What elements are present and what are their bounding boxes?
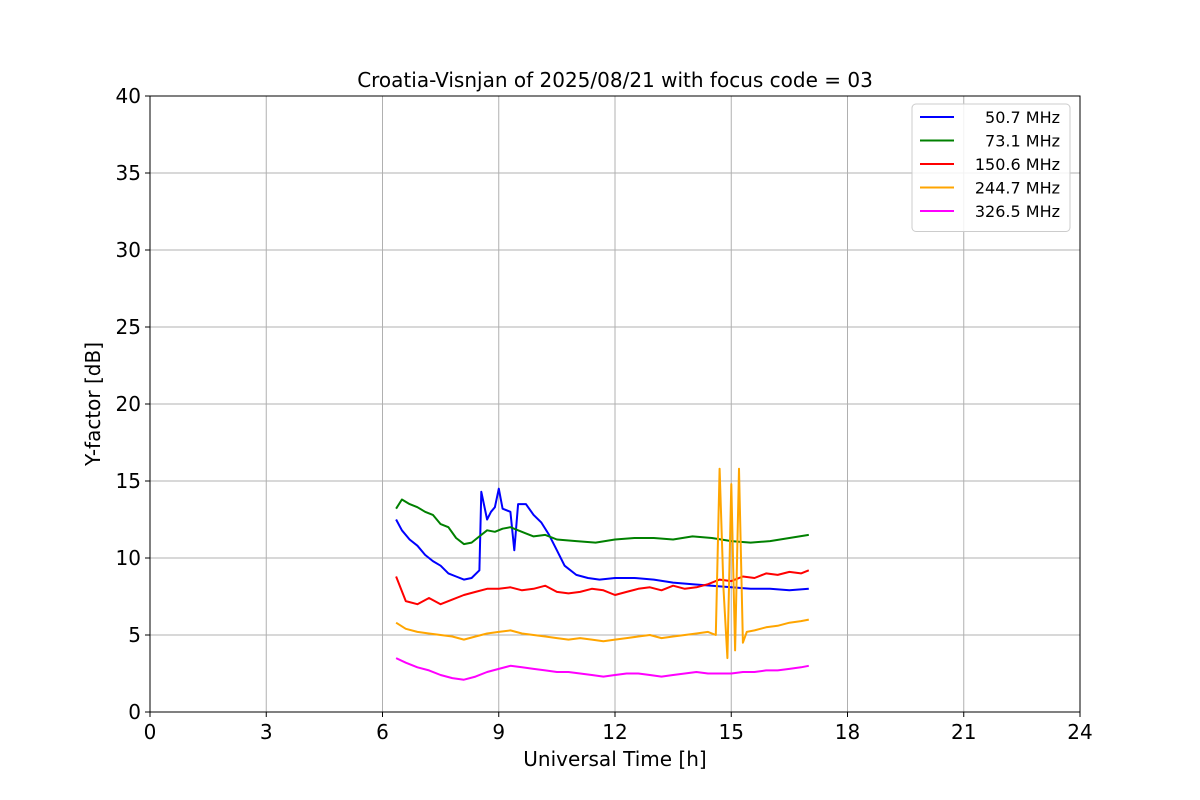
legend: 50.7 MHz 73.1 MHz 150.6 MHz 244.7 MHz 326.5 …	[911, 103, 1071, 232]
y-tick-label: 25	[116, 315, 141, 339]
legend-label: 326.5 MHz	[975, 202, 1060, 221]
x-tick-label: 3	[260, 720, 273, 744]
series-line-50-7-mhz	[395, 487, 809, 592]
series-layer	[395, 467, 810, 681]
x-tick-label: 9	[492, 720, 505, 744]
x-tick-label: 24	[1067, 720, 1092, 744]
y-axis-label: Y-factor [dB]	[81, 342, 105, 467]
series-line-326-5-mhz	[395, 657, 809, 681]
y-tick-label: 15	[116, 469, 141, 493]
series-line-244-7-mhz	[395, 467, 809, 660]
series-line-150-6-mhz	[395, 569, 810, 606]
y-tick-label: 40	[116, 84, 141, 108]
series-line-73-1-mhz	[395, 498, 809, 546]
y-tick-label: 20	[116, 392, 141, 416]
x-tick-label: 12	[602, 720, 627, 744]
x-tick-label: 6	[376, 720, 389, 744]
x-tick-label: 21	[951, 720, 976, 744]
legend-label: 73.1 MHz	[985, 132, 1060, 151]
legend-box	[911, 103, 1071, 232]
ticks: 0 3 6 9 12 15 18 21 24 0 5 10 15 20 25 30 35 40	[116, 84, 1093, 744]
y-tick-label: 5	[128, 623, 141, 647]
x-tick-label: 0	[144, 720, 157, 744]
y-tick-label: 10	[116, 546, 141, 570]
y-tick-label: 30	[116, 238, 141, 262]
x-axis-label: Universal Time [h]	[523, 747, 706, 771]
x-tick-label: 15	[719, 720, 744, 744]
legend-label: 50.7 MHz	[985, 108, 1060, 127]
legend-label: 244.7 MHz	[975, 179, 1060, 198]
y-tick-label: 35	[116, 161, 141, 185]
y-tick-label: 0	[128, 700, 141, 724]
legend-label: 150.6 MHz	[975, 155, 1060, 174]
chart-title: Croatia-Visnjan of 2025/08/21 with focus…	[357, 68, 873, 92]
x-tick-label: 18	[835, 720, 860, 744]
